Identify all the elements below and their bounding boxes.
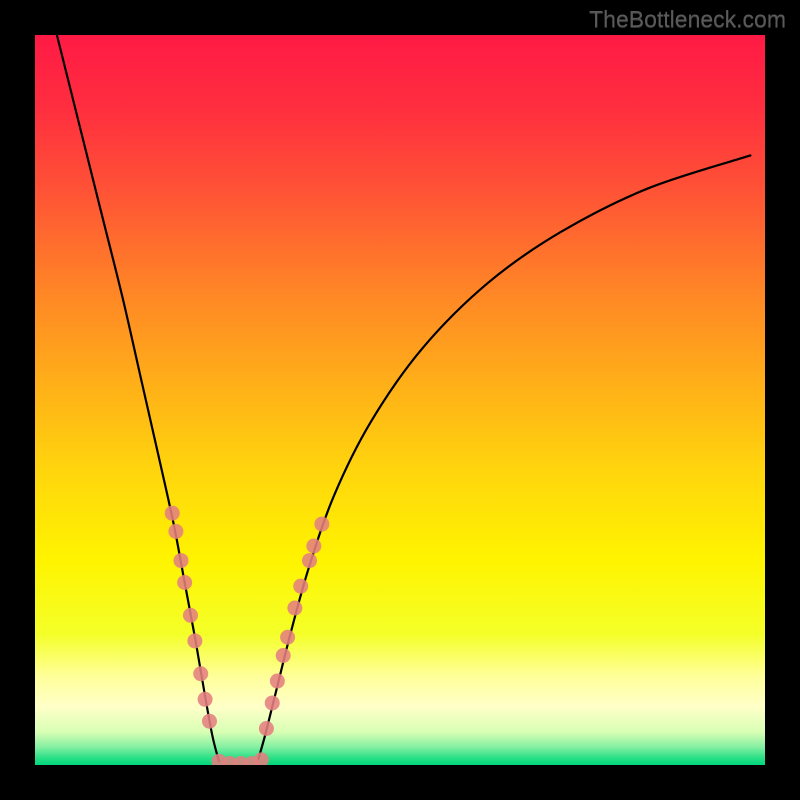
chart-frame: TheBottleneck.com (0, 0, 800, 800)
data-marker (198, 692, 213, 707)
data-marker (265, 695, 280, 710)
data-marker (202, 714, 217, 729)
data-marker (270, 674, 285, 689)
data-marker (174, 553, 189, 568)
data-marker (287, 601, 302, 616)
data-marker (177, 575, 192, 590)
data-marker (280, 630, 295, 645)
chart-svg (35, 35, 765, 765)
data-marker (165, 506, 180, 521)
gradient-background (35, 35, 765, 765)
data-marker (183, 608, 198, 623)
data-marker (187, 633, 202, 648)
data-marker (193, 666, 208, 681)
data-marker (276, 648, 291, 663)
data-marker (293, 579, 308, 594)
data-marker (302, 553, 317, 568)
plot-area (35, 35, 765, 765)
data-marker (168, 524, 183, 539)
watermark-text: TheBottleneck.com (589, 6, 786, 33)
data-marker (314, 517, 329, 532)
data-marker (306, 539, 321, 554)
data-marker (259, 721, 274, 736)
